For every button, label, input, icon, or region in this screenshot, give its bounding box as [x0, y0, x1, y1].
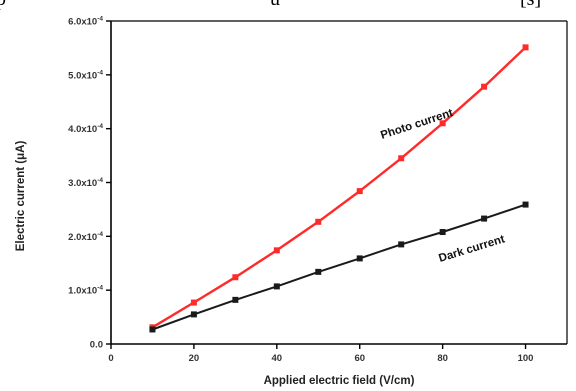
caption-fragment-right: [s]	[520, 0, 541, 10]
series-layer	[149, 44, 529, 333]
y-tick-label: 5.0x10-4	[68, 69, 103, 81]
caption-fragment: p u [s]	[0, 0, 576, 10]
y-tick-label: 4.0x10-4	[68, 123, 103, 135]
y-tick-label: 3.0x10-4	[68, 177, 103, 189]
data-point-photo-current	[315, 218, 322, 225]
data-point-photo-current	[481, 83, 488, 90]
x-tick-label: 40	[272, 353, 283, 364]
data-point-dark-current	[522, 201, 529, 208]
data-point-dark-current	[232, 296, 239, 303]
data-point-dark-current	[149, 326, 156, 333]
x-axis-title: Applied electric field (V/cm)	[264, 375, 415, 387]
data-point-dark-current	[273, 283, 280, 290]
series-line-photo-current	[151, 46, 527, 329]
series-line-dark-current	[152, 203, 526, 331]
axis-ticks: 0 20 40 60 80 100 0.0 1.0x10-4 2.0x10-4 3.0x10-4 4…	[68, 16, 533, 365]
data-point-dark-current	[190, 311, 197, 318]
data-point-photo-current	[439, 120, 446, 127]
data-point-photo-current	[522, 44, 529, 51]
x-tick-label: 60	[354, 353, 365, 364]
plot-frame	[110, 20, 568, 345]
y-tick-label: 2.0x10-4	[68, 231, 103, 243]
data-point-dark-current	[315, 268, 322, 275]
caption-fragment-middle: u	[270, 0, 280, 10]
x-tick-label: 80	[437, 353, 448, 364]
series-label-dark-current: Dark current	[437, 233, 506, 265]
data-point-dark-current	[439, 229, 446, 236]
x-tick-label: 100	[518, 353, 534, 364]
x-tick-label: 0	[108, 353, 113, 364]
y-tick-label: 0.0	[90, 340, 103, 351]
y-tick-label: 6.0x10-4	[68, 16, 103, 28]
y-axis-title: Electric current (μA)	[15, 141, 27, 252]
data-point-photo-current	[398, 155, 405, 162]
data-point-dark-current	[356, 255, 363, 262]
caption-fragment-left: p	[0, 0, 6, 10]
y-tick-label: 1.0x10-4	[68, 285, 103, 297]
data-point-photo-current	[356, 188, 363, 195]
data-point-dark-current	[481, 215, 488, 222]
x-tick-label: 20	[189, 353, 200, 364]
data-point-photo-current	[273, 247, 280, 254]
data-point-dark-current	[398, 241, 405, 248]
data-point-photo-current	[190, 299, 197, 306]
data-point-photo-current	[232, 274, 239, 281]
